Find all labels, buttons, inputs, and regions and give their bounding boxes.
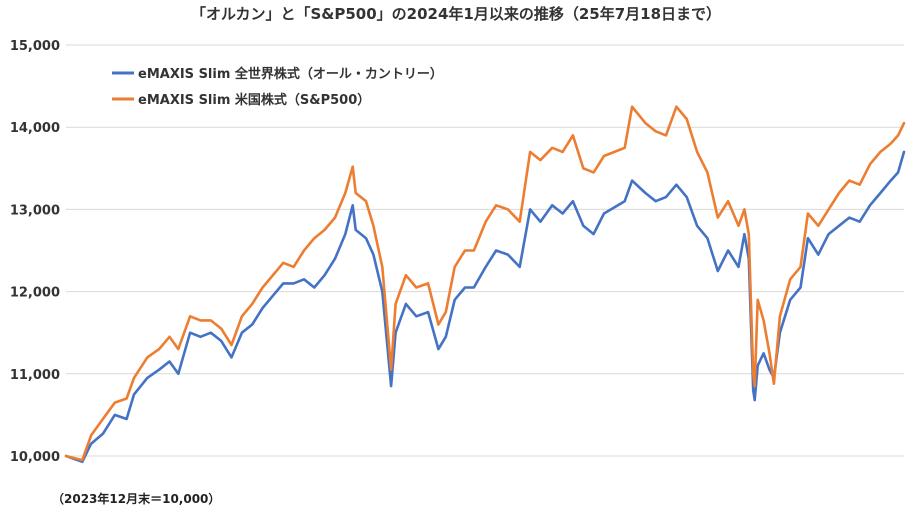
legend-label-1: eMAXIS Slim 米国株式（S&P500） (138, 92, 370, 108)
chart-footnote: （2023年12月末＝10,000） (52, 492, 221, 506)
series-line-0 (64, 150, 906, 464)
y-tick-label-3: 13,000 (10, 203, 60, 218)
y-tick-label-1: 11,000 (10, 368, 60, 383)
y-tick-label-2: 12,000 (10, 286, 60, 301)
y-tick-label-5: 15,000 (10, 39, 60, 54)
series-line-1 (64, 105, 906, 462)
y-tick-label-4: 14,000 (10, 121, 60, 136)
legend-label-0: eMAXIS Slim 全世界株式（オール・カントリー） (138, 66, 443, 82)
chart-title: 「オルカン」と「S&P500」の2024年1月以来の推移（25年7月18日まで） (190, 5, 722, 23)
y-tick-label-0: 10,000 (10, 450, 60, 465)
